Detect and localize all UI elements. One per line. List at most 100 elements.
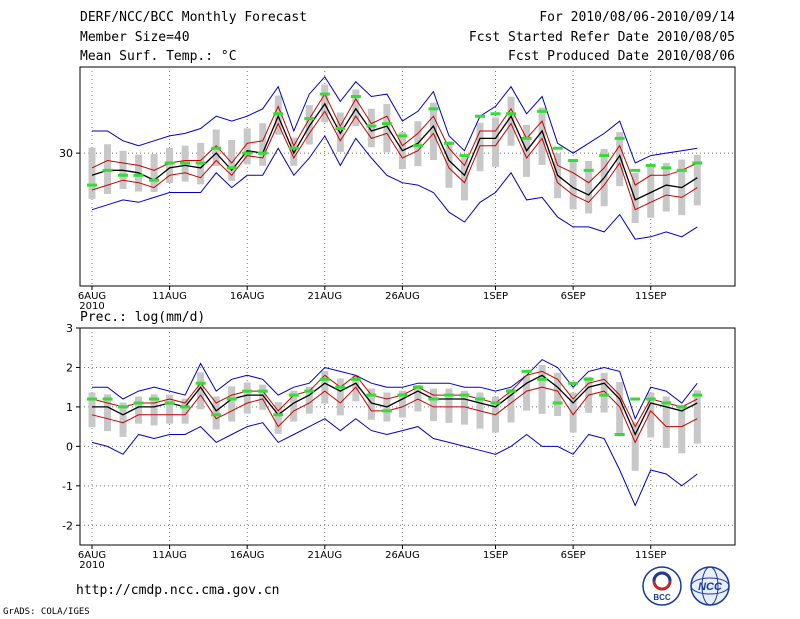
temp-median-mark: [242, 151, 253, 155]
prec-median-mark: [490, 401, 501, 405]
prec-range-box: [228, 386, 236, 422]
prec-median-mark: [273, 413, 284, 417]
prec-range-box: [414, 385, 422, 412]
prec-median-mark: [288, 393, 299, 397]
temp-median-mark: [87, 183, 97, 187]
prec-xtick-label: 16AUG: [230, 550, 265, 561]
prec-median-mark: [242, 389, 253, 393]
prec-median-mark: [397, 393, 408, 397]
temp-range-box: [88, 147, 96, 199]
prec-range-box: [181, 398, 189, 424]
prec-range-box: [259, 384, 267, 410]
prec-median-mark: [257, 389, 268, 393]
prec-range-box: [398, 390, 406, 418]
prec-median-mark: [226, 397, 237, 401]
temp-frame: [79, 66, 736, 287]
prec-ytick-label: 3: [66, 322, 73, 335]
prec-median-mark: [304, 389, 315, 393]
temp-median-mark: [428, 107, 439, 111]
prec-median-mark: [350, 377, 361, 381]
prec-range-box: [290, 390, 298, 422]
prec-range-box: [523, 375, 531, 411]
prec-xtick-label: 11AUG: [152, 550, 187, 561]
prec-xtick-label: 6AUG: [78, 550, 106, 561]
prec-median-mark: [149, 397, 160, 401]
produced-date: Fcst Produced Date 2010/08/06: [508, 49, 735, 64]
grads-credit: GrADS: COLA/IGES: [3, 607, 90, 617]
prec-xtick-label: 2010: [79, 560, 104, 571]
prec-median-mark: [521, 369, 532, 373]
prec-median-mark: [661, 401, 672, 405]
prec-range-box: [507, 388, 515, 423]
temp-median-mark: [475, 114, 485, 118]
temp-median-mark: [614, 136, 625, 140]
member-size: Member Size=40: [80, 30, 190, 45]
prec-median-mark: [195, 381, 206, 385]
temp-median-mark: [164, 161, 175, 165]
prec-median-mark: [381, 409, 392, 413]
temp-xtick-label: 6AUG: [78, 291, 106, 302]
temp-lower-line: [91, 110, 698, 211]
temp-median-mark: [490, 112, 501, 116]
temp-median-mark: [676, 168, 687, 172]
prec-median-mark: [552, 401, 563, 405]
temp-median-mark: [506, 112, 517, 116]
temp-median-mark: [552, 146, 563, 150]
temp-range-box: [305, 105, 313, 145]
temp-median-mark: [443, 141, 454, 145]
prec-median-mark: [428, 397, 439, 401]
temp-median-mark: [149, 178, 160, 182]
temp-range-box: [166, 148, 174, 184]
temp-range-box: [460, 157, 468, 201]
temp-range-box: [228, 139, 236, 181]
temp-range-box: [507, 96, 515, 146]
temp-range-box: [476, 122, 484, 172]
prec-ytick-label: 2: [66, 361, 73, 374]
prec-range-box: [662, 396, 670, 448]
prec-median-mark: [133, 401, 144, 405]
prec-xtick-label: 11SEP: [635, 550, 666, 561]
prec-range-box: [166, 394, 174, 424]
prec-median-mark: [319, 377, 330, 381]
chart-title: DERF/NCC/BCC Monthly Forecast: [80, 10, 307, 25]
prec-max-line: [92, 358, 698, 421]
temp-median-mark: [273, 112, 284, 116]
temp-median-mark: [630, 168, 641, 172]
prec-range-box: [631, 422, 639, 471]
prec-range-box: [321, 371, 329, 404]
temp-median-mark: [537, 109, 548, 113]
temp-median-mark: [133, 173, 144, 177]
prec-median-mark: [506, 389, 517, 393]
temp-median-mark: [288, 146, 299, 150]
temp-median-mark: [350, 95, 361, 99]
temp-median-mark: [319, 92, 330, 96]
prec-variable-label: Prec.: log(mm/d): [80, 310, 206, 325]
prec-range-box: [600, 372, 608, 413]
forecast-period: For 2010/08/06-2010/09/14: [539, 10, 735, 25]
temp-range-box: [259, 123, 267, 166]
temp-median-mark: [180, 161, 191, 165]
prec-median-mark: [443, 393, 454, 397]
prec-range-box: [135, 396, 143, 424]
prec-frame: [79, 327, 736, 546]
temp-median-mark: [661, 166, 672, 170]
bcc-logo: BCC: [642, 566, 682, 606]
temp-range-box: [429, 102, 437, 161]
prec-median-mark: [645, 397, 656, 401]
prec-range-box: [616, 382, 624, 436]
temp-median-mark: [583, 168, 594, 172]
prec-ytick-label: -2: [62, 519, 73, 532]
prec-range-box: [647, 392, 655, 438]
prec-median-mark: [118, 405, 129, 409]
prec-range-box: [197, 372, 205, 410]
temp-median-mark: [521, 136, 532, 140]
temp-range-box: [662, 163, 670, 212]
prec-range-box: [554, 372, 562, 416]
source-url[interactable]: http://cmdp.ncc.cma.gov.cn: [76, 583, 280, 598]
temp-range-box: [367, 108, 375, 148]
prec-median-mark: [599, 393, 610, 397]
temp-median-mark: [459, 154, 470, 158]
prec-min-line: [91, 418, 698, 507]
prec-median-mark: [475, 397, 485, 401]
temp-median-mark: [335, 127, 346, 131]
